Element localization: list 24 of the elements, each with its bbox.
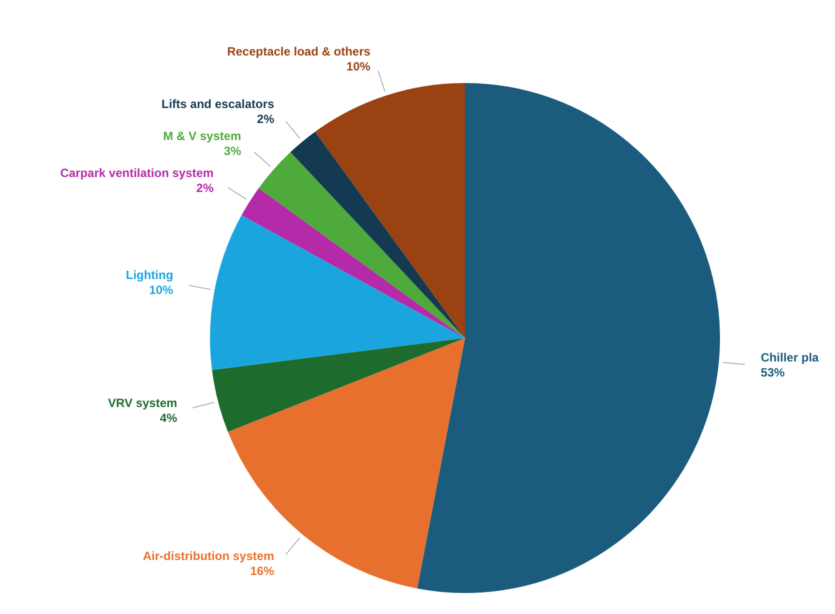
pie-slice (228, 338, 465, 588)
slice-label: Carpark ventilation system (60, 166, 214, 180)
slice-label: VRV system (108, 396, 178, 410)
data-label: 3% (224, 144, 242, 158)
data-label: 4% (160, 410, 178, 425)
data-label: 53% (760, 366, 786, 380)
pie-slice (242, 188, 465, 338)
slice-label: Air-distribution system (142, 548, 274, 563)
pie-slice (258, 152, 465, 338)
slice-label: Receptacle load & others (227, 44, 371, 58)
data-label: 10% (149, 283, 174, 298)
slice-label: Lifts and escalators (162, 97, 275, 112)
data-label: 2% (196, 181, 214, 196)
slice-label: Chiller pla (760, 350, 820, 365)
data-label: 2% (256, 112, 275, 126)
slice-label: Lighting (126, 268, 174, 282)
slice-label: M & V system (163, 129, 242, 144)
pie-slice (315, 83, 465, 338)
pie-slice (210, 215, 465, 370)
pie-slice (417, 83, 720, 593)
pie-slice (212, 338, 465, 432)
pie-slice (290, 132, 465, 338)
data-label: 10% (346, 59, 371, 74)
data-label: 16% (250, 564, 275, 578)
